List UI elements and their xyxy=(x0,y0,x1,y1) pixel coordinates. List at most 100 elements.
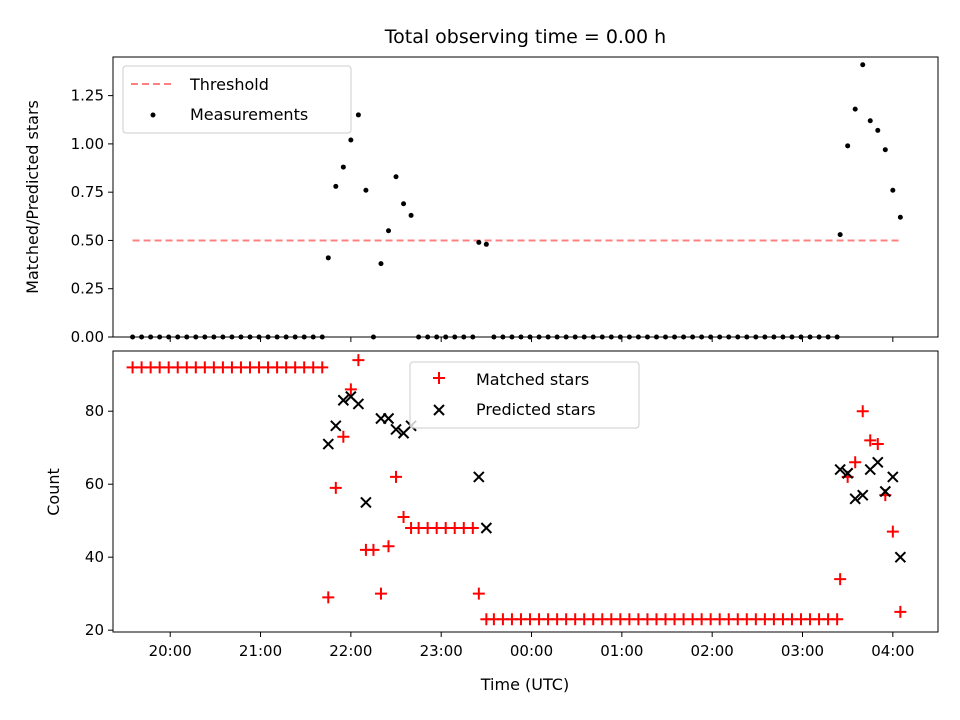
measurement-point xyxy=(845,143,851,149)
matched-star-point xyxy=(849,456,862,469)
measurement-point xyxy=(401,201,407,207)
predicted-star-point xyxy=(841,467,854,479)
top-legend: Threshold Measurements xyxy=(122,65,352,134)
measurement-point xyxy=(483,241,489,247)
bottom-xtick-label: 20:00 xyxy=(149,642,192,660)
measurement-point xyxy=(393,174,399,180)
matched-star-point xyxy=(894,605,907,618)
legend-matched-swatch xyxy=(433,372,445,384)
bottom-ytick-label: 40 xyxy=(85,548,104,566)
predicted-star-point xyxy=(382,412,395,425)
bottom-xtick-label: 03:00 xyxy=(781,642,824,660)
predicted-star-point xyxy=(480,522,493,534)
matched-star-point xyxy=(397,511,410,524)
bottom-legend: Matched stars Predicted stars xyxy=(409,361,640,429)
legend-matched-label: Matched stars xyxy=(476,370,589,389)
measurement-point xyxy=(890,187,896,193)
top-axes-frame xyxy=(112,56,939,338)
matched-star-point xyxy=(871,438,884,451)
legend-measurements-label: Measurements xyxy=(190,105,308,124)
measurement-point xyxy=(897,214,903,220)
top-y-axis-label: Matched/Predicted stars xyxy=(23,100,42,294)
matched-star-point xyxy=(316,361,329,374)
matched-star-point xyxy=(374,587,387,600)
bottom-ytick-label: 20 xyxy=(85,621,104,639)
top-chart-title: Total observing time = 0.00 h xyxy=(384,26,666,48)
matched-star-point xyxy=(352,354,365,367)
measurement-point xyxy=(837,232,843,238)
top-y-axis: 0.00 0.25 0.50 0.75 1.00 1.25 xyxy=(71,87,113,346)
bottom-legend-box xyxy=(409,361,640,429)
bottom-plot-area xyxy=(126,354,907,626)
matched-star-point xyxy=(834,573,847,586)
predicted-star-point xyxy=(337,394,350,406)
measurement-point xyxy=(882,147,888,153)
measurement-point xyxy=(325,255,331,261)
predicted-star-point xyxy=(322,438,334,450)
matched-star-point xyxy=(390,470,403,483)
legend-predicted-label: Predicted stars xyxy=(476,400,596,419)
matched-star-point xyxy=(831,613,844,626)
top-ytick-label: 1.00 xyxy=(71,135,104,153)
matched-star-point xyxy=(886,525,899,538)
matched-star-point xyxy=(329,481,342,494)
matched-star-point xyxy=(367,543,380,556)
bottom-x-axis-label: Time (UTC) xyxy=(480,675,569,694)
bottom-axes: 20 40 60 80 20:00 21:00 22:00 23:00 00:00 01:00 0… xyxy=(44,350,939,694)
bottom-x-axis: 20:00 21:00 22:00 23:00 00:00 01:00 02:00 03:00… xyxy=(149,632,914,660)
matched-star-point xyxy=(382,540,395,553)
top-ytick-label: 0.00 xyxy=(71,328,104,346)
legend-predicted-swatch xyxy=(433,404,445,416)
bottom-y-axis-label: Count xyxy=(44,468,63,516)
predicted-star-point xyxy=(390,423,402,436)
top-ytick-label: 0.50 xyxy=(71,231,104,249)
predicted-star-point xyxy=(872,456,884,469)
legend-measurements-swatch xyxy=(150,112,156,118)
bottom-xtick-label: 22:00 xyxy=(329,642,372,660)
bottom-ytick-label: 80 xyxy=(85,402,104,420)
bottom-xtick-label: 02:00 xyxy=(691,642,734,660)
bottom-xtick-label: 00:00 xyxy=(510,642,553,660)
bottom-xtick-label: 01:00 xyxy=(600,642,643,660)
top-ytick-label: 1.25 xyxy=(71,87,104,105)
matched-star-point xyxy=(856,405,869,418)
predicted-star-point xyxy=(849,493,861,505)
bottom-axes-frame xyxy=(112,350,939,633)
measurement-point xyxy=(476,239,482,245)
measurement-point xyxy=(852,106,858,112)
matched-star-point xyxy=(466,521,479,534)
predicted-star-point xyxy=(887,471,899,483)
measurement-point xyxy=(355,112,361,118)
predicted-star-point xyxy=(894,551,907,563)
predicted-star-point xyxy=(879,485,892,498)
predicted-star-point xyxy=(473,471,485,483)
bottom-y-axis: 20 40 60 80 xyxy=(85,402,113,639)
measurement-point xyxy=(867,118,873,124)
measurement-point xyxy=(875,127,881,133)
predicted-star-point xyxy=(857,489,869,501)
predicted-star-point xyxy=(360,496,372,509)
top-ytick-label: 0.25 xyxy=(71,280,104,298)
matched-star-point xyxy=(344,383,357,396)
bottom-xtick-label: 04:00 xyxy=(871,642,914,660)
measurement-point xyxy=(363,187,369,193)
top-x-ticks xyxy=(169,337,894,342)
measurement-point xyxy=(386,228,392,234)
bottom-xtick-label: 21:00 xyxy=(239,642,282,660)
predicted-star-point xyxy=(352,398,365,410)
legend-threshold-label: Threshold xyxy=(189,75,269,94)
matched-star-point xyxy=(322,591,335,604)
top-plot-area xyxy=(130,62,903,340)
top-legend-box xyxy=(122,65,352,134)
predicted-star-point xyxy=(330,420,342,432)
measurement-point xyxy=(378,261,384,267)
measurement-point xyxy=(408,212,414,218)
top-ytick-label: 0.75 xyxy=(71,183,104,201)
measurement-point xyxy=(340,164,346,170)
matched-star-point xyxy=(472,587,485,600)
bottom-ytick-label: 60 xyxy=(85,475,104,493)
measurement-point xyxy=(333,183,339,189)
measurement-point xyxy=(348,137,354,143)
matched-star-point xyxy=(864,434,877,447)
